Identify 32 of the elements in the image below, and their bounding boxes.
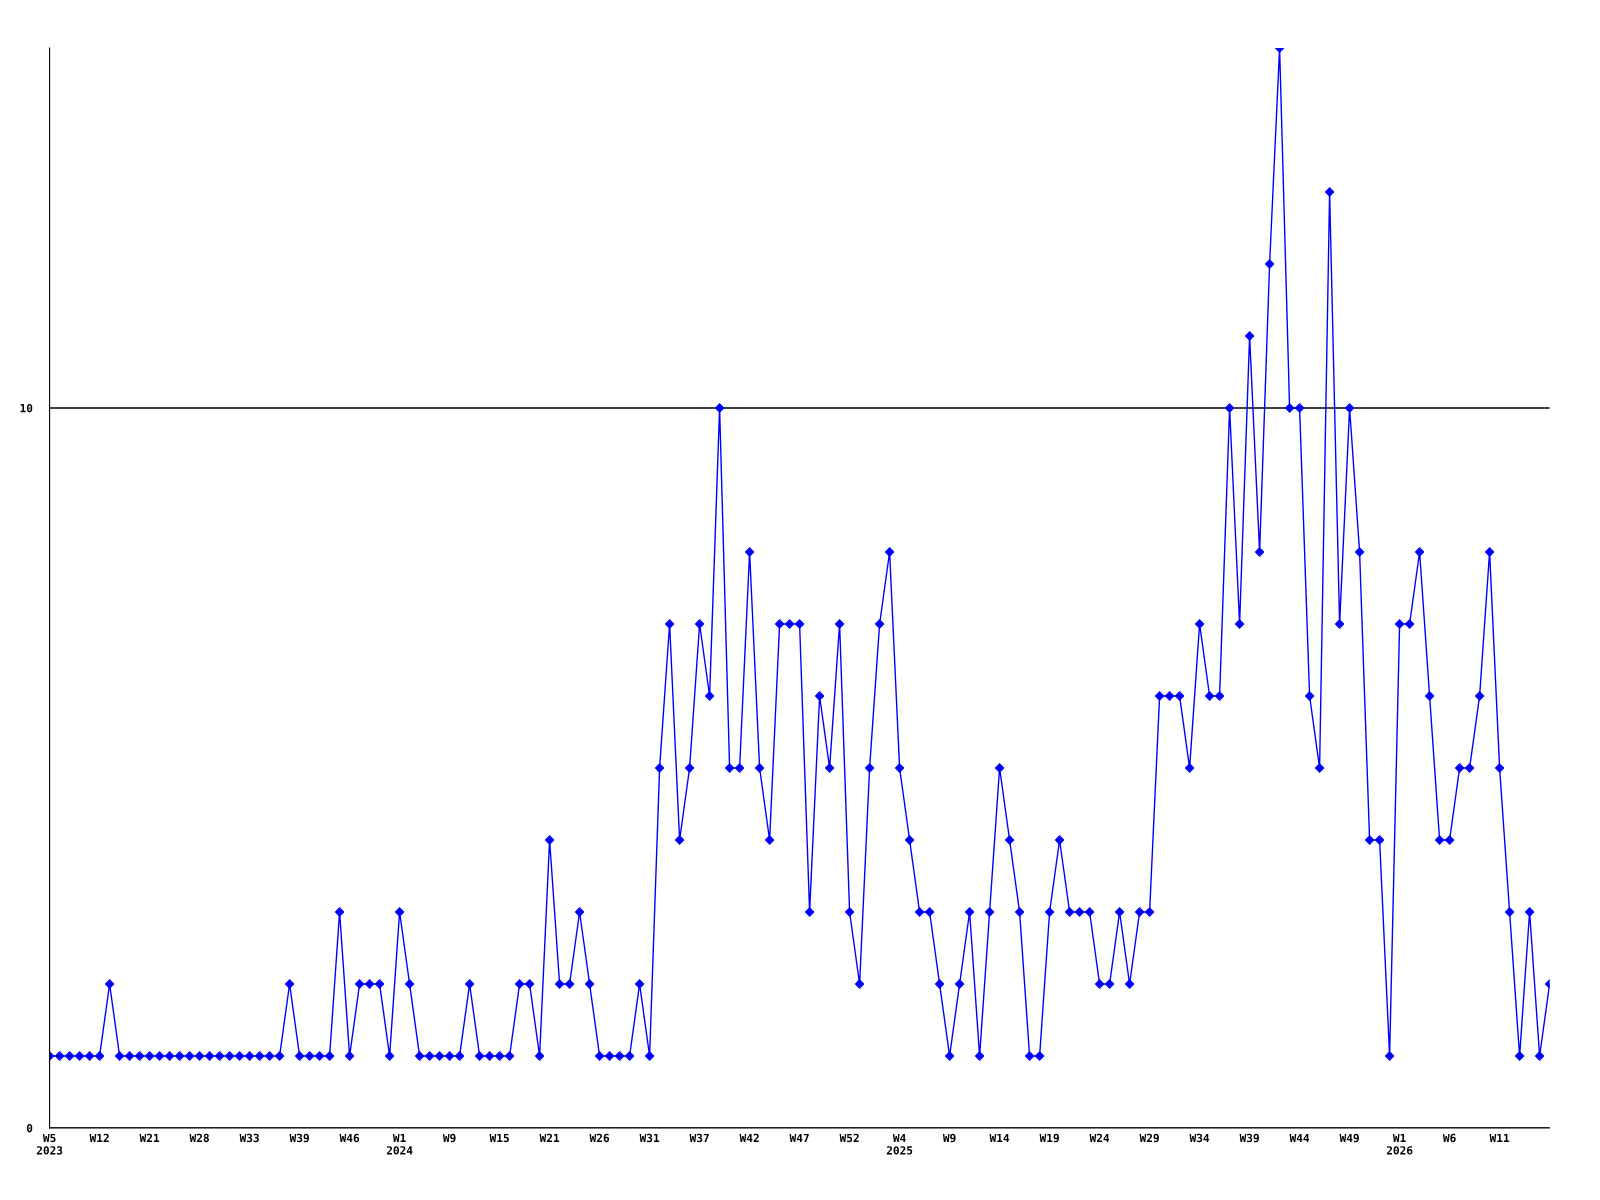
x-tick-label: W26 — [589, 1133, 610, 1143]
x-tick-label: W12 — [89, 1133, 109, 1142]
y-tick-label: 10 — [20, 403, 33, 413]
x-tick-label: W39 — [1239, 1133, 1259, 1143]
x-tick-label: W44 — [1289, 1133, 1310, 1142]
x-tick-label: W1 2026 — [1386, 1133, 1413, 1155]
x-tick-label: W21 — [539, 1133, 560, 1142]
x-tick-label: W33 — [239, 1133, 259, 1143]
x-tick-label: W5 2023 — [36, 1133, 63, 1155]
x-tick-label: W52 — [839, 1133, 859, 1143]
x-tick-label: W28 — [189, 1133, 209, 1143]
x-tick-label: W9 — [942, 1133, 956, 1143]
x-tick-label: W4 2025 — [886, 1133, 913, 1155]
x-tick-label: W6 — [1442, 1133, 1456, 1143]
y-tick-label: 0 — [26, 1123, 33, 1133]
x-tick-label: W21 — [139, 1133, 160, 1142]
x-tick-label: W46 — [339, 1133, 360, 1143]
x-tick-label: W42 — [739, 1133, 759, 1142]
x-tick-label: W29 — [1139, 1133, 1159, 1143]
x-tick-label: W47 — [789, 1133, 809, 1142]
x-tick-label: W24 — [1089, 1133, 1110, 1142]
x-tick-label: W37 — [689, 1133, 709, 1143]
x-tick-label: W14 — [989, 1133, 1010, 1142]
x-tick-label: W34 — [1189, 1133, 1210, 1143]
x-tick-label: W15 — [489, 1133, 509, 1143]
x-tick-label: W31 — [639, 1133, 660, 1143]
x-tick-label: W19 — [1039, 1133, 1059, 1143]
x-tick-label: W49 — [1339, 1133, 1359, 1143]
x-tick-label: W1 2024 — [386, 1133, 413, 1155]
x-tick-label: W11 — [1489, 1133, 1510, 1142]
x-tick-label: W9 — [442, 1133, 456, 1143]
x-tick-label: W39 — [289, 1133, 309, 1143]
